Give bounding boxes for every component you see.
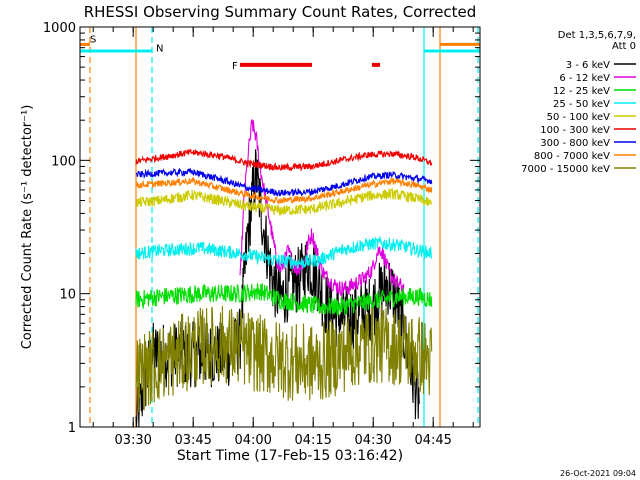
x-tick-label: 03:45	[174, 433, 211, 448]
x-axis-ticks: 03:30 03:45 04:00 04:15 04:30 04:45	[92, 27, 474, 448]
x-tick-label: 04:45	[414, 433, 451, 448]
y-tick-label: 1	[68, 421, 76, 436]
legend-label: 100 - 300 keV	[540, 125, 610, 136]
y-tick-label: 10	[59, 288, 76, 303]
y-axis-ticks: 1 10 100 1000	[43, 21, 480, 436]
series-line-3	[135, 236, 433, 270]
legend-header: Att 0	[612, 41, 636, 52]
series-lines	[135, 119, 433, 428]
annotation-label-n: N	[156, 44, 163, 55]
legend-label: 12 - 25 keV	[553, 86, 610, 97]
legend-label: 300 - 800 keV	[540, 138, 610, 149]
timestamp: 26-Oct-2021 09:04	[560, 469, 636, 478]
legend-label: 7000 - 15000 keV	[521, 164, 610, 175]
series-line-5	[135, 148, 433, 172]
y-tick-label: 100	[51, 154, 76, 169]
series-line-6	[135, 167, 433, 197]
legend-label: 800 - 7000 keV	[534, 151, 610, 162]
x-tick-label: 03:30	[114, 433, 151, 448]
y-axis-label: Corrected Count Rate (s⁻¹ detector⁻¹)	[20, 105, 35, 350]
legend-label: 6 - 12 keV	[559, 73, 610, 84]
x-tick-label: 04:00	[234, 433, 271, 448]
series-line-0	[135, 149, 421, 428]
plot-area: S N F 1 10 100 1000 03:30 03:45 04:00 04:15 04:30…	[43, 21, 481, 448]
annotation-label-s: S	[90, 34, 96, 45]
x-tick-label: 04:30	[354, 433, 391, 448]
chart-title: RHESSI Observing Summary Count Rates, Co…	[84, 3, 477, 21]
legend-label: 3 - 6 keV	[566, 60, 610, 71]
legend-header: Det 1,3,5,6,7,9,	[558, 30, 636, 41]
series-line-7	[135, 176, 433, 205]
y-tick-label: 1000	[43, 21, 76, 36]
series-line-8	[135, 304, 433, 413]
annotation-label-f: F	[232, 61, 238, 72]
series-line-2	[135, 283, 433, 317]
series-line-1	[239, 119, 405, 298]
legend-label: 25 - 50 keV	[553, 99, 610, 110]
x-tick-label: 04:15	[294, 433, 331, 448]
series-line-4	[135, 187, 433, 216]
plot-frame	[79, 26, 481, 428]
legend: Det 1,3,5,6,7,9,Att 03 - 6 keV 6 - 12 keV…	[521, 30, 636, 175]
legend-label: 50 - 100 keV	[547, 112, 611, 123]
x-axis-label: Start Time (17-Feb-15 03:16:42)	[177, 448, 403, 464]
annotation-bands: S N F	[80, 34, 480, 72]
